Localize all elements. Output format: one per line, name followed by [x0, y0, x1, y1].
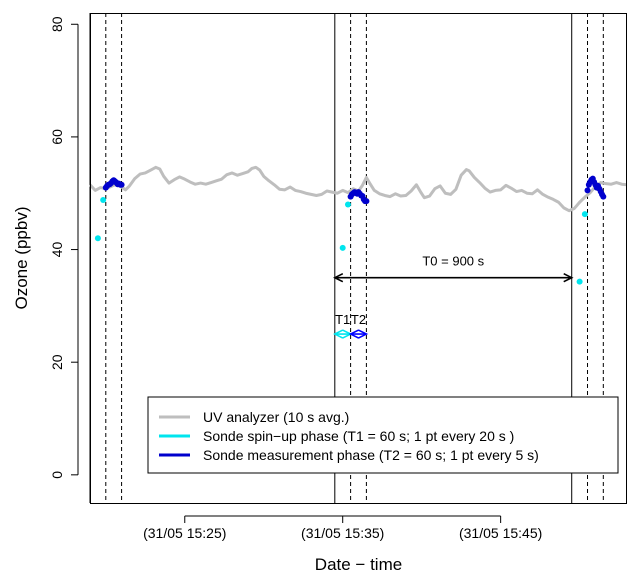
x-axis: (31/05 15:25) (31/05 15:35) (31/05 15:45) [143, 515, 542, 541]
spinup-point [576, 278, 583, 285]
measurement-point [584, 187, 591, 194]
spinup-point [339, 244, 346, 251]
duration-arrow [333, 272, 574, 283]
y-axis-title: Ozone (ppbv) [12, 207, 31, 310]
legend: UV analyzer (10 s avg.) Sonde spin−up pha… [147, 396, 619, 474]
measurement-point [118, 181, 125, 188]
x-axis-title: Date − time [315, 555, 402, 574]
arrow-head-left [333, 329, 344, 339]
spinup-point [94, 235, 101, 242]
sonde-spinup-series [94, 196, 588, 285]
x-tick-label: (31/05 15:35) [301, 525, 384, 541]
legend-label: Sonde spin−up phase (T1 = 60 s; 1 pt eve… [203, 428, 514, 444]
arrow-head-right [563, 272, 574, 283]
y-tick-label: 80 [49, 16, 65, 32]
sonde-measurement-series [102, 175, 607, 205]
spinup-point [100, 196, 107, 203]
duration-annotations: T0 = 900 s T1 T2 [333, 254, 574, 339]
annotation-label: T1 [335, 312, 350, 327]
spinup-point [344, 201, 351, 208]
y-tick-label: 60 [49, 129, 65, 145]
y-tick-label: 20 [49, 354, 65, 370]
uv-analyzer-line [88, 165, 627, 213]
y-tick-label: 0 [49, 471, 65, 479]
y-tick-label: 40 [49, 242, 65, 258]
duration-arrow [333, 329, 353, 339]
legend-label: UV analyzer (10 s avg.) [203, 409, 349, 425]
duration-arrow [348, 329, 369, 339]
annotation-label: T2 [351, 312, 366, 327]
measurement-point [600, 193, 607, 200]
x-tick-label: (31/05 15:45) [459, 525, 542, 541]
measurement-point [363, 198, 370, 205]
uv-analyzer-series [88, 165, 627, 213]
spinup-point [581, 211, 588, 218]
legend-label: Sonde measurement phase (T2 = 60 s; 1 pt… [203, 447, 539, 463]
arrow-head-left [333, 272, 344, 283]
x-tick-label: (31/05 15:25) [143, 525, 226, 541]
arrow-head-right [358, 329, 369, 339]
annotation-label: T0 = 900 s [422, 254, 484, 269]
y-axis: 0 20 40 60 80 [49, 16, 79, 479]
legend-box [147, 396, 619, 474]
arrow-head-left [348, 329, 359, 339]
